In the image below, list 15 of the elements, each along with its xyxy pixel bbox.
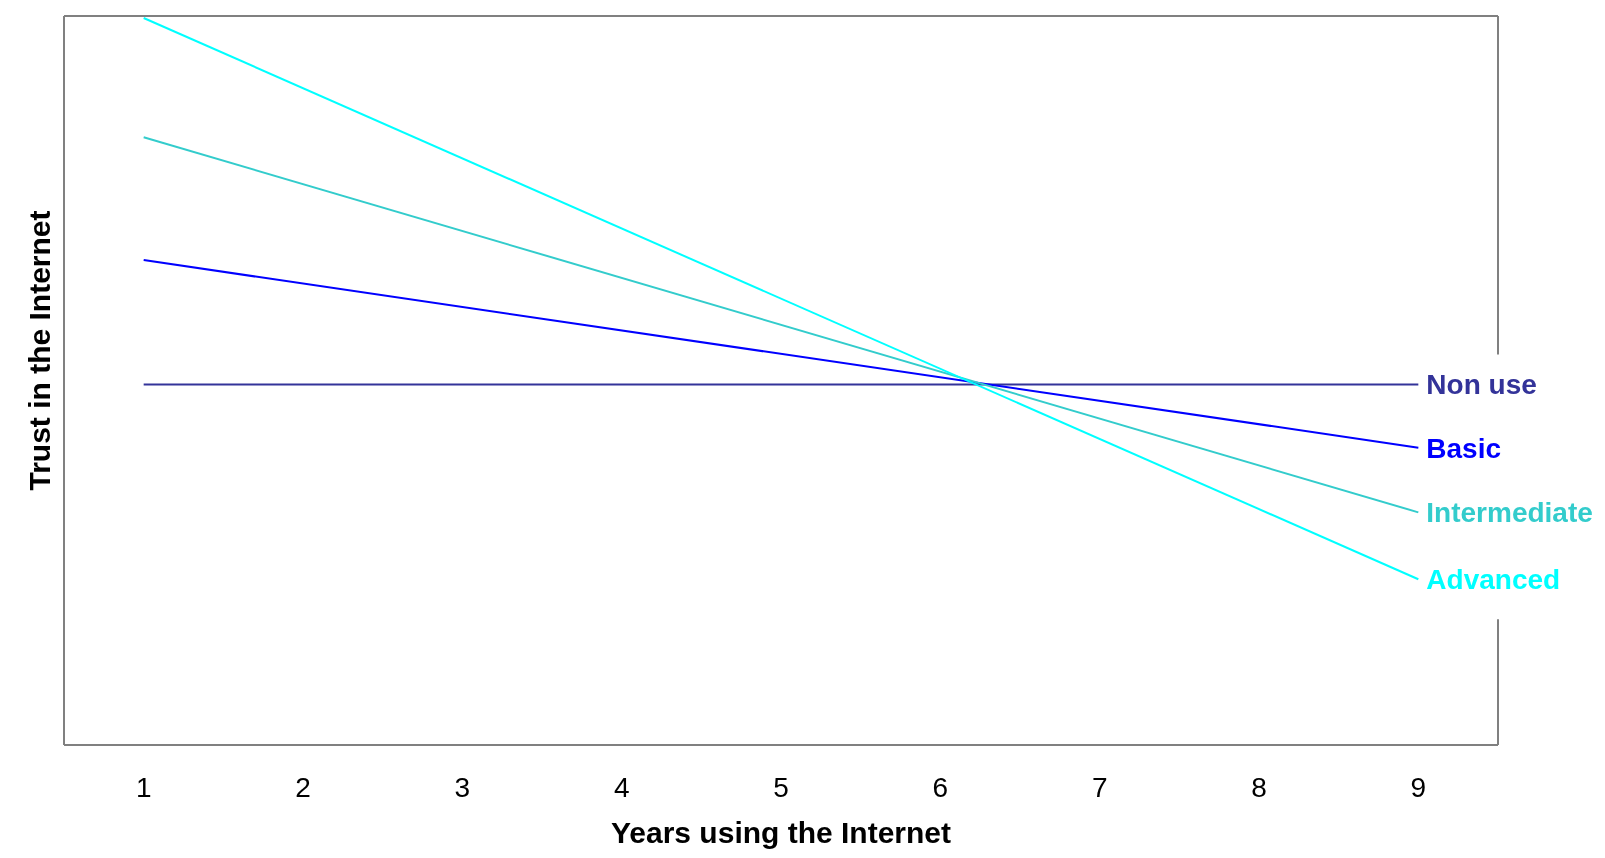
x-tick-label: 9: [1410, 772, 1427, 803]
x-tick-label: 1: [135, 772, 152, 803]
x-tick-label: 5: [773, 772, 789, 803]
x-tick-label: 4: [613, 772, 630, 803]
x-tick-label: 6: [932, 772, 949, 803]
series-label: Intermediate: [1426, 497, 1593, 529]
series-label: Basic: [1426, 432, 1502, 464]
x-tick-label: 2: [295, 772, 311, 803]
y-axis-title: Trust in the Internet: [23, 210, 56, 491]
x-axis-title: Years using the Internet: [610, 816, 952, 849]
x-tick-label: 7: [1091, 772, 1108, 803]
x-tick-label: 3: [454, 772, 471, 803]
x-tick-label: 8: [1251, 772, 1267, 803]
series-label: Non use: [1426, 369, 1537, 401]
series-label: Advanced: [1426, 564, 1561, 596]
